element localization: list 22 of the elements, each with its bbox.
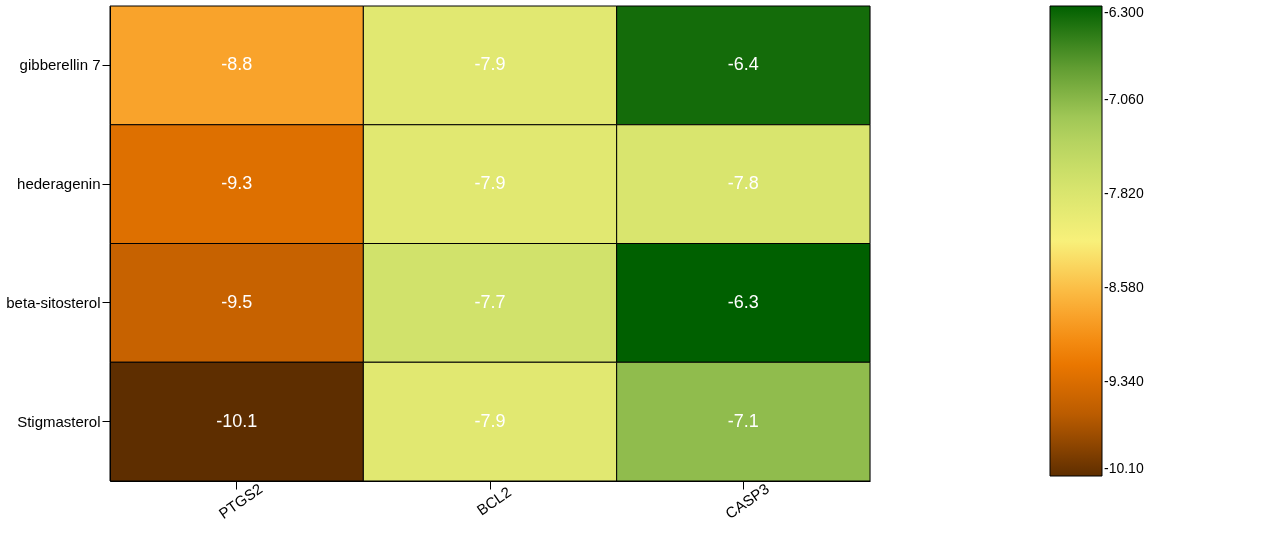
data-label: -9.3 <box>221 173 253 194</box>
color-bar-label: -7.060 <box>1104 91 1144 107</box>
data-label: -7.9 <box>474 173 506 194</box>
color-bar-label: -9.340 <box>1104 373 1144 389</box>
y-tick-label: Stigmasterol <box>17 412 101 430</box>
color-bar-label: -7.820 <box>1104 185 1144 201</box>
data-label: -9.5 <box>221 291 253 312</box>
data-label: -6.3 <box>727 291 759 312</box>
data-label: -7.7 <box>474 291 506 312</box>
y-tick-label: gibberellin 7 <box>19 56 101 74</box>
data-label: -7.8 <box>727 173 759 194</box>
y-tick-label: hederagenin <box>17 175 101 193</box>
color-bar-label: -8.580 <box>1104 279 1144 295</box>
data-label: -7.1 <box>727 410 759 431</box>
data-label: -7.9 <box>474 410 506 431</box>
data-label: -6.4 <box>727 54 759 75</box>
data-label: -10.1 <box>216 410 258 431</box>
data-label: -7.9 <box>474 54 506 75</box>
data-label: -8.8 <box>221 54 253 75</box>
color-bar-label: -6.300 <box>1104 4 1144 20</box>
y-tick-label: beta-sitosterol <box>6 293 101 311</box>
color-bar-label: -10.10 <box>1104 460 1144 476</box>
